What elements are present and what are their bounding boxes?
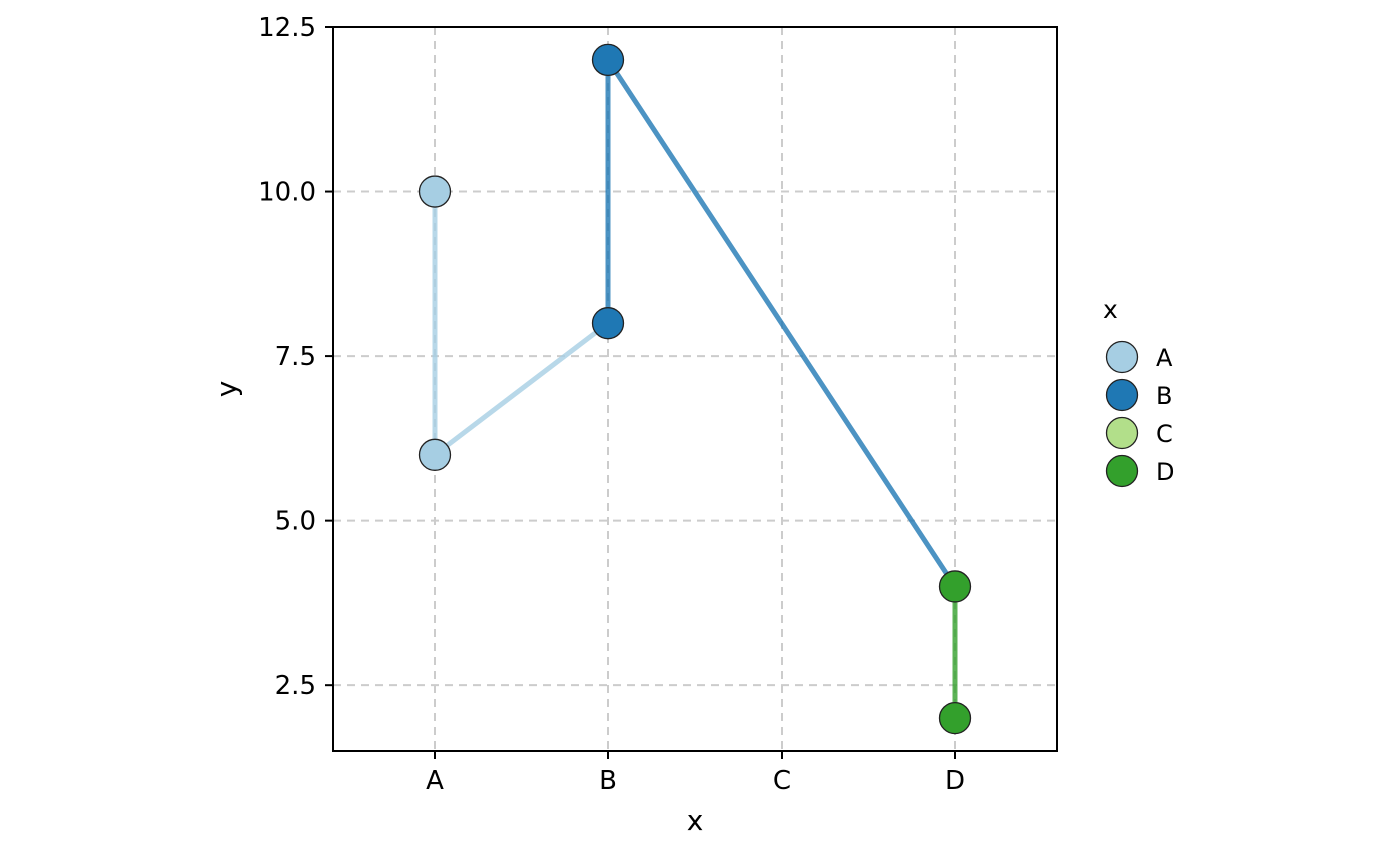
y-tick-label: 7.5 xyxy=(275,342,316,372)
x-tick-label: C xyxy=(773,766,791,796)
path-segment xyxy=(432,320,611,458)
x-axis-label: x xyxy=(687,804,704,837)
x-tick-label: B xyxy=(599,766,617,796)
legend-key-a xyxy=(1105,340,1139,374)
y-tick-label: 5.0 xyxy=(275,507,316,537)
y-axis-ticks: 2.5 5.0 7.5 10.0 12.5 xyxy=(258,13,333,701)
data-point-b xyxy=(591,43,625,77)
path-segments xyxy=(432,57,958,721)
y-tick-label: 12.5 xyxy=(258,13,316,43)
legend-key-b xyxy=(1105,378,1139,412)
data-points xyxy=(418,43,972,735)
path-segment xyxy=(605,57,958,589)
y-tick-label: 2.5 xyxy=(275,671,316,701)
x-tick-label: A xyxy=(426,766,444,796)
data-point-d xyxy=(938,701,972,735)
plot-panel-border xyxy=(332,26,1058,752)
x-axis-ticks: A B C D xyxy=(426,751,965,796)
legend-key-d xyxy=(1105,454,1139,488)
legend-title: x xyxy=(1103,295,1118,324)
data-point-a xyxy=(418,175,452,208)
x-tick-label: D xyxy=(945,766,965,796)
y-axis-label: y xyxy=(210,381,243,398)
data-point-a xyxy=(418,438,452,471)
legend-key-c xyxy=(1105,416,1139,450)
grid-lines xyxy=(333,26,1057,751)
data-point-d xyxy=(938,570,972,603)
legend-label-b: B xyxy=(1156,382,1172,410)
legend-label-c: C xyxy=(1156,420,1173,448)
data-point-b xyxy=(591,307,625,340)
legend-label-a: A xyxy=(1156,344,1173,372)
y-tick-label: 10.0 xyxy=(258,178,316,208)
legend-label-d: D xyxy=(1156,458,1174,486)
